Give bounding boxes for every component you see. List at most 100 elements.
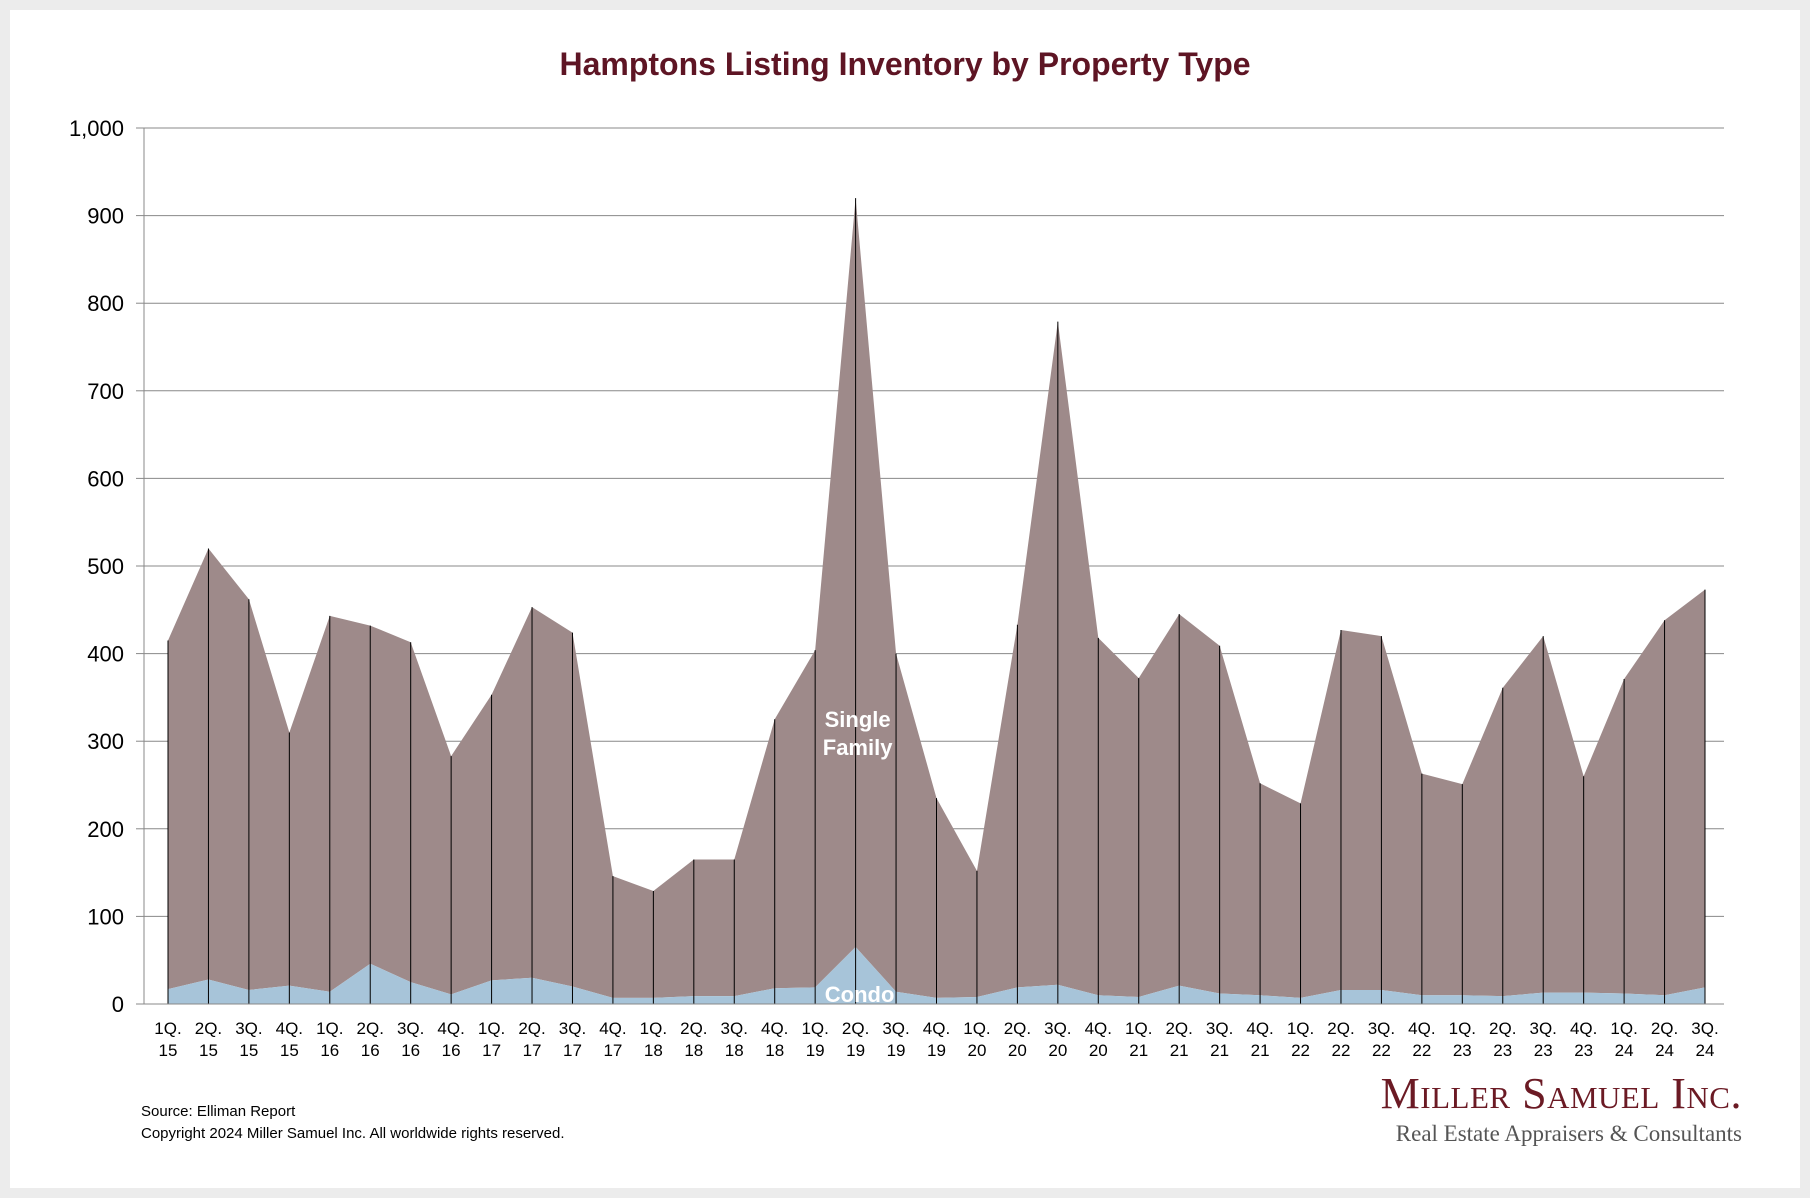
- x-tick-label: 4Q.: [1085, 1019, 1112, 1038]
- x-tick-label: 1Q.: [1287, 1019, 1314, 1038]
- x-tick-label: 20: [1008, 1041, 1027, 1060]
- footer: Source: Elliman Report Copyright 2024 Mi…: [141, 1101, 565, 1145]
- x-tick-label: 3Q.: [721, 1019, 748, 1038]
- condo-label: Condo: [825, 982, 895, 1007]
- x-tick-label: 1Q.: [478, 1019, 505, 1038]
- x-tick-label: 1Q.: [640, 1019, 667, 1038]
- x-tick-label: 3Q.: [1530, 1019, 1557, 1038]
- x-tick-label: 17: [563, 1041, 582, 1060]
- x-tick-label: 15: [159, 1041, 178, 1060]
- single-family-label: Single: [825, 707, 891, 732]
- x-tick-label: 18: [765, 1041, 784, 1060]
- x-tick-label: 17: [482, 1041, 501, 1060]
- y-tick-label: 900: [87, 204, 124, 229]
- x-tick-label: 20: [1089, 1041, 1108, 1060]
- x-tick-label: 23: [1493, 1041, 1512, 1060]
- x-tick-label: 2Q.: [1651, 1019, 1678, 1038]
- y-tick-label: 200: [87, 817, 124, 842]
- x-tick-label: 1Q.: [1125, 1019, 1152, 1038]
- x-tick-label: 15: [280, 1041, 299, 1060]
- x-tick-label: 18: [644, 1041, 663, 1060]
- y-tick-label: 1,000: [69, 116, 124, 141]
- x-tick-label: 21: [1210, 1041, 1229, 1060]
- x-tick-label: 1Q.: [1449, 1019, 1476, 1038]
- x-tick-label: 23: [1534, 1041, 1553, 1060]
- x-tick-label: 3Q.: [397, 1019, 424, 1038]
- x-tick-label: 22: [1372, 1041, 1391, 1060]
- x-tick-label: 2Q.: [842, 1019, 869, 1038]
- x-tick-label: 16: [320, 1041, 339, 1060]
- x-tick-label: 3Q.: [235, 1019, 262, 1038]
- logo-tagline: Real Estate Appraisers & Consultants: [1395, 1121, 1742, 1146]
- x-tick-label: 1Q.: [1610, 1019, 1637, 1038]
- x-tick-label: 22: [1412, 1041, 1431, 1060]
- x-tick-label: 1Q.: [154, 1019, 181, 1038]
- x-tick-label: 2Q.: [518, 1019, 545, 1038]
- x-tick-label: 2Q.: [1327, 1019, 1354, 1038]
- x-tick-label: 24: [1655, 1041, 1674, 1060]
- logo-name: Miller Samuel Inc.: [1380, 1069, 1742, 1118]
- x-tick-label: 3Q.: [559, 1019, 586, 1038]
- chart-title: Hamptons Listing Inventory by Property T…: [559, 46, 1251, 82]
- x-tick-label: 3Q.: [1691, 1019, 1718, 1038]
- single-family-area: [168, 198, 1705, 998]
- y-tick-label: 400: [87, 642, 124, 667]
- x-tick-label: 15: [239, 1041, 258, 1060]
- x-tick-label: 2Q.: [1165, 1019, 1192, 1038]
- y-tick-label: 0: [112, 992, 124, 1017]
- x-tick-label: 4Q.: [1408, 1019, 1435, 1038]
- x-tick-label: 4Q.: [761, 1019, 788, 1038]
- x-tick-label: 15: [199, 1041, 218, 1060]
- x-tick-label: 4Q.: [437, 1019, 464, 1038]
- y-tick-label: 100: [87, 904, 124, 929]
- x-tick-label: 23: [1453, 1041, 1472, 1060]
- x-tick-label: 22: [1291, 1041, 1310, 1060]
- x-tick-label: 19: [806, 1041, 825, 1060]
- single-family-label: Family: [823, 735, 893, 760]
- x-tick-label: 21: [1251, 1041, 1270, 1060]
- x-tick-label: 16: [401, 1041, 420, 1060]
- x-tick-label: 19: [887, 1041, 906, 1060]
- x-tick-label: 3Q.: [882, 1019, 909, 1038]
- x-tick-label: 18: [725, 1041, 744, 1060]
- x-tick-label: 19: [846, 1041, 865, 1060]
- source-text: Source: Elliman Report: [141, 1103, 296, 1120]
- x-tick-label: 16: [442, 1041, 461, 1060]
- x-tick-label: 3Q.: [1206, 1019, 1233, 1038]
- x-tick-label: 23: [1574, 1041, 1593, 1060]
- x-tick-label: 19: [927, 1041, 946, 1060]
- x-tick-label: 4Q.: [923, 1019, 950, 1038]
- x-tick-label: 1Q.: [801, 1019, 828, 1038]
- x-tick-label: 16: [361, 1041, 380, 1060]
- y-tick-label: 500: [87, 554, 124, 579]
- x-tick-label: 2Q.: [195, 1019, 222, 1038]
- x-tick-label: 1Q.: [316, 1019, 343, 1038]
- x-tick-label: 20: [1048, 1041, 1067, 1060]
- x-tick-label: 24: [1615, 1041, 1634, 1060]
- x-tick-label: 4Q.: [1570, 1019, 1597, 1038]
- x-tick-label: 3Q.: [1368, 1019, 1395, 1038]
- y-tick-label: 600: [87, 466, 124, 491]
- x-tick-label: 17: [523, 1041, 542, 1060]
- x-tick-label: 2Q.: [1489, 1019, 1516, 1038]
- company-logo: Miller Samuel Inc. Real Estate Appraiser…: [1381, 1068, 1742, 1147]
- x-tick-label: 21: [1129, 1041, 1148, 1060]
- copyright-text: Copyright 2024 Miller Samuel Inc. All wo…: [141, 1125, 565, 1142]
- y-tick-label: 700: [87, 379, 124, 404]
- x-tick-label: 4Q.: [599, 1019, 626, 1038]
- x-tick-label: 21: [1170, 1041, 1189, 1060]
- x-tick-label: 24: [1696, 1041, 1715, 1060]
- x-tick-label: 1Q.: [963, 1019, 990, 1038]
- x-tick-label: 2Q.: [1004, 1019, 1031, 1038]
- x-tick-label: 20: [967, 1041, 986, 1060]
- y-tick-label: 300: [87, 729, 124, 754]
- x-tick-label: 4Q.: [1246, 1019, 1273, 1038]
- x-tick-label: 2Q.: [357, 1019, 384, 1038]
- x-tick-label: 3Q.: [1044, 1019, 1071, 1038]
- x-tick-label: 4Q.: [276, 1019, 303, 1038]
- x-tick-label: 17: [603, 1041, 622, 1060]
- y-tick-label: 800: [87, 291, 124, 316]
- condo-area: [168, 947, 1705, 1004]
- x-tick-label: 18: [684, 1041, 703, 1060]
